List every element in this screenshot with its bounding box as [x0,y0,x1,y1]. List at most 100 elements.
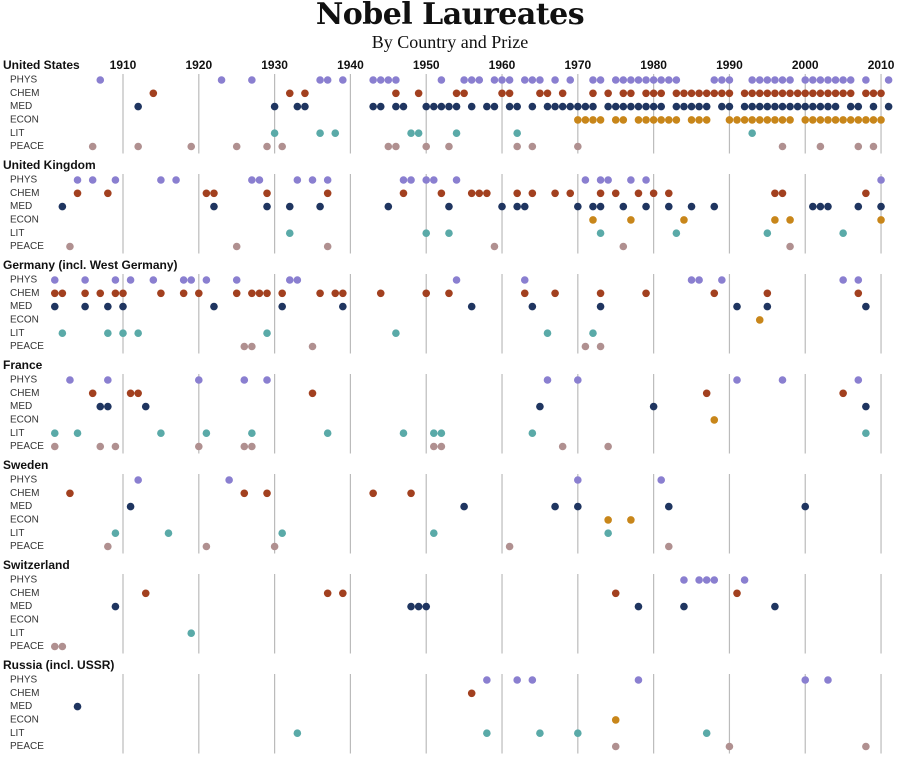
row-label: LIT [10,628,24,639]
dot [672,116,681,124]
dot [66,242,74,251]
dot [877,89,885,98]
dot [536,76,544,84]
dot [596,116,605,124]
dot [740,116,749,124]
dot [119,289,127,298]
dot [520,202,529,211]
dot [846,89,855,98]
dot [695,102,703,111]
dot [164,529,173,537]
dot [422,142,431,151]
dot [445,229,453,237]
dot [134,476,142,484]
dot [596,176,605,184]
dot [187,629,196,637]
dot [558,442,567,451]
dot [452,89,461,98]
dot [657,89,666,98]
dot [695,116,703,124]
dot [437,102,446,111]
dot [680,89,688,98]
dot [778,76,787,84]
dot [316,202,324,211]
dot [816,202,825,211]
dot [642,176,650,184]
dot [574,476,582,484]
dot [513,189,521,198]
dot [634,676,643,684]
dot [740,102,749,111]
dot [505,89,514,98]
group-label: United Kingdom [3,158,96,172]
dot [786,116,794,124]
dot [407,489,415,498]
dot [475,189,484,198]
dot [429,102,438,111]
dot [831,76,840,84]
dot [536,729,544,737]
dot [702,389,711,398]
dot [528,429,537,438]
dot [278,302,286,311]
dot [862,429,870,438]
dot [551,76,559,84]
dot [369,76,377,84]
dot [149,276,158,284]
dot [718,89,726,98]
dot [869,89,878,98]
dot [627,102,635,111]
dot [232,142,241,151]
dot [323,429,332,438]
dot [839,89,847,98]
dot [634,189,643,198]
dot [316,129,324,137]
dot [240,376,249,384]
dot [786,76,794,84]
dot [763,116,772,124]
dot [596,302,605,311]
dot [771,76,779,84]
dot [202,189,211,198]
dot [627,89,635,98]
dot [558,89,567,98]
dot [710,416,719,424]
dot [248,76,256,84]
dot [869,102,878,111]
dot [81,289,89,298]
dot [574,729,582,737]
dot [801,89,810,98]
dot [232,242,241,251]
row-label: MED [10,301,32,312]
dot [528,142,537,151]
dot [877,216,885,224]
dot [293,729,302,737]
dot [134,329,142,338]
dot [604,102,612,111]
dot [278,289,286,298]
dot [308,389,317,398]
dot [422,289,431,298]
dot [467,302,476,311]
dot [771,102,779,111]
dot [589,116,597,124]
row-label: LIT [10,728,24,739]
dot [816,142,825,151]
dot [331,129,340,137]
dot [574,116,582,124]
dot [157,429,165,438]
dot [672,102,681,111]
dot [596,342,605,351]
dot [748,129,756,137]
dot [664,502,673,511]
dot [755,102,764,111]
dot [376,76,385,84]
row-label: CHEM [10,88,39,99]
dot [596,189,605,198]
dot [649,189,658,198]
dot [801,102,810,111]
dot [589,329,597,338]
dot [467,76,476,84]
row-label: LIT [10,428,24,439]
